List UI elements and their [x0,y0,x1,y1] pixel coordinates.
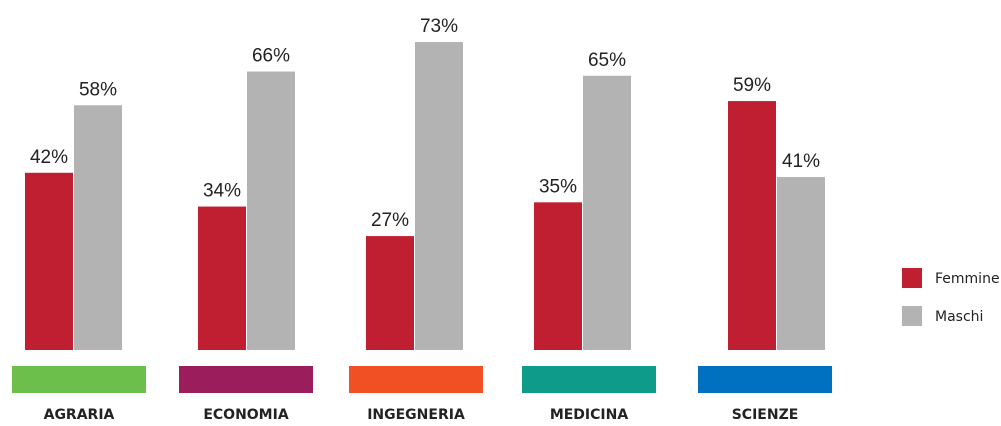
category-label: ECONOMIA [203,407,288,423]
value-label: 34% [203,181,241,202]
bar [25,172,73,350]
category-label: INGEGNERIA [367,407,465,423]
bar [198,206,246,350]
category-band [12,366,146,393]
bar [247,71,295,351]
bar [777,177,825,350]
bar [415,42,463,350]
legend-label: Femmine [935,271,1000,287]
value-label: 65% [588,50,626,71]
category-label: SCIENZE [732,407,799,423]
value-label: 27% [371,210,409,231]
bar [583,75,631,351]
value-label: 42% [30,147,68,168]
value-label: 66% [252,46,290,67]
bar [728,101,776,350]
category-band [179,366,313,393]
category-label: MEDICINA [550,407,629,423]
category-band [522,366,656,393]
value-label: 58% [79,79,117,100]
legend-swatch [902,306,922,326]
legend-swatch [902,268,922,288]
category-band [349,366,483,393]
bar [366,236,414,350]
value-label: 59% [733,75,771,96]
category-band [698,366,832,393]
category-label: AGRARIA [44,407,115,423]
value-label: 35% [539,176,577,197]
value-label: 41% [782,151,820,172]
value-label: 73% [420,16,458,37]
bar [74,105,122,350]
bar [534,202,582,350]
legend-label: Maschi [935,309,983,325]
